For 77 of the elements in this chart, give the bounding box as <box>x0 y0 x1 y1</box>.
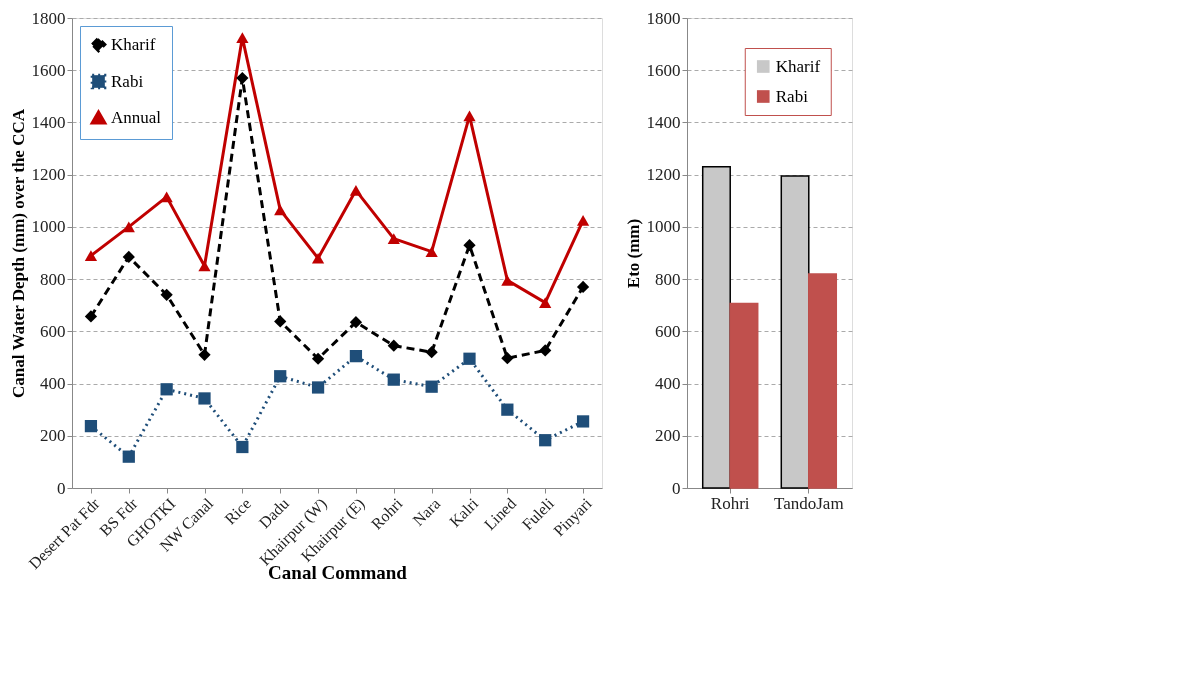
y-tick-label: 1400 <box>31 112 66 132</box>
x-tick-label: Nara <box>409 494 444 529</box>
legend-label: Annual <box>111 107 162 127</box>
y-axis-title: Eto (mm) <box>623 218 643 289</box>
point <box>501 352 514 365</box>
point <box>311 381 325 394</box>
bar <box>808 273 838 489</box>
point <box>387 233 400 244</box>
point <box>274 315 287 328</box>
point <box>425 246 438 257</box>
point <box>349 316 363 329</box>
bar <box>701 166 731 489</box>
legend-label: Rabi <box>775 86 809 106</box>
point <box>463 239 476 252</box>
point <box>539 434 552 447</box>
bar <box>780 175 810 489</box>
point <box>387 339 400 352</box>
y-tick-label: 600 <box>655 321 681 341</box>
legend-label: Kharif <box>111 34 156 54</box>
y-tick-label: 800 <box>655 269 681 289</box>
point <box>463 110 476 122</box>
legend-label: Kharif <box>775 56 821 76</box>
y-tick-label: 400 <box>655 374 681 394</box>
point <box>349 350 363 363</box>
point <box>501 403 514 416</box>
y-tick-label: 0 <box>57 478 66 498</box>
y-tick-label: 1200 <box>31 165 66 185</box>
y-tick-label: 400 <box>40 374 66 394</box>
point <box>539 344 552 357</box>
point <box>576 215 590 226</box>
point <box>539 297 552 308</box>
y-tick-label: 800 <box>40 269 66 289</box>
point <box>349 185 363 196</box>
y-tick-label: 1000 <box>646 217 681 237</box>
point <box>576 415 590 428</box>
point <box>274 204 287 216</box>
y-tick-label: 0 <box>672 478 681 498</box>
y-tick-label: 1800 <box>31 8 66 28</box>
y-tick-label: 1400 <box>646 112 681 132</box>
point <box>122 450 135 463</box>
y-axis-title: Canal Water Depth (mm) over the CCA <box>8 108 28 398</box>
y-tick-label: 1000 <box>31 217 66 237</box>
point <box>463 352 476 365</box>
y-tick-label: 200 <box>40 426 66 446</box>
point <box>576 280 590 294</box>
point <box>122 250 135 264</box>
y-tick-label: 600 <box>40 321 66 341</box>
point <box>425 380 438 393</box>
point <box>425 346 438 359</box>
point <box>160 383 173 396</box>
y-tick-label: 1200 <box>646 165 681 185</box>
point <box>160 288 173 301</box>
y-tick-label: 200 <box>655 426 681 446</box>
bar <box>729 302 759 489</box>
point <box>311 352 325 365</box>
x-tick-label: Rice <box>221 494 255 528</box>
point <box>387 373 400 386</box>
point <box>84 250 98 261</box>
point <box>122 221 135 233</box>
x-axis-title: Canal Command <box>268 562 408 584</box>
point <box>274 370 287 383</box>
point <box>311 252 325 264</box>
point <box>198 392 211 405</box>
y-tick-label: 1800 <box>646 8 681 28</box>
point <box>501 275 514 286</box>
legend-label: Rabi <box>111 71 144 91</box>
y-tick-label: 1600 <box>646 60 681 80</box>
x-tick-label: Rohri <box>710 493 750 513</box>
point <box>198 348 211 361</box>
x-tick-label: TandoJam <box>773 493 844 513</box>
point <box>84 310 98 323</box>
point <box>236 32 249 43</box>
point <box>84 419 98 433</box>
point <box>160 191 173 203</box>
point <box>236 440 249 454</box>
y-tick-label: 1600 <box>31 60 66 80</box>
point <box>236 71 249 85</box>
